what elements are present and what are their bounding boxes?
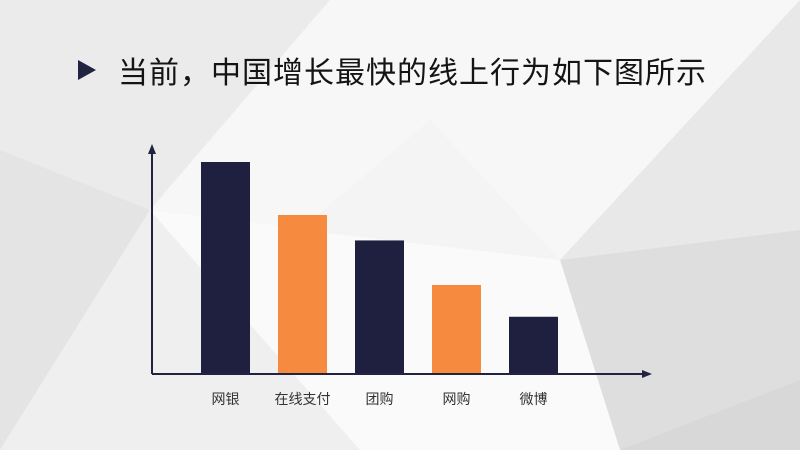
bar-2 [355, 240, 404, 374]
bar-0 [201, 162, 250, 374]
slide-title-row: 当前，中国增长最快的线上行为如下图所示 [78, 48, 707, 92]
bar-group [201, 162, 558, 374]
category-label-1: 在线支付 [275, 392, 331, 408]
category-labels: 网银 在线支付 团购 网购 微博 [212, 391, 548, 408]
category-label-2: 团购 [366, 392, 394, 408]
bar-3 [432, 284, 481, 374]
play-arrow-icon [78, 60, 96, 80]
category-label-3: 网购 [443, 392, 471, 408]
bar-1 [278, 215, 327, 374]
chart-axes [148, 144, 652, 378]
category-label-4: 微博 [520, 391, 548, 408]
slide-title: 当前，中国增长最快的线上行为如下图所示 [118, 56, 707, 91]
y-axis-arrow-icon [148, 144, 156, 154]
category-label-0: 网银 [212, 392, 240, 408]
bar-4 [509, 316, 558, 374]
x-axis-arrow-icon [642, 370, 652, 378]
